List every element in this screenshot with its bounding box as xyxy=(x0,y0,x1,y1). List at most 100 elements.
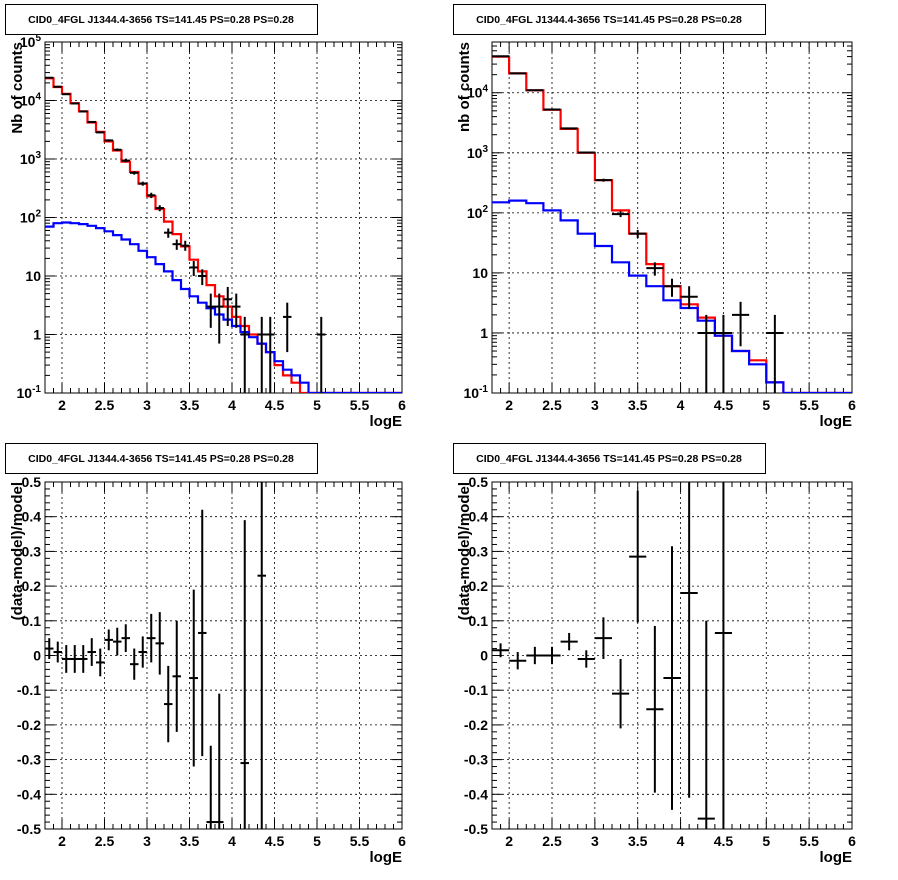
plot-frame xyxy=(491,41,853,394)
x-tick-label: 4.5 xyxy=(265,397,285,413)
y-tick-label: 0.4 xyxy=(22,509,42,525)
y-tick-label: 0.2 xyxy=(469,578,489,594)
x-tick-label: 4.5 xyxy=(714,833,734,849)
plot-frame xyxy=(44,481,403,830)
data-point xyxy=(172,239,181,250)
x-tick-label: 6 xyxy=(398,833,406,849)
chart-panel-4: CID0_4FGL J1344.4-3656 TS=141.45 PS=0.28… xyxy=(453,443,856,866)
data-point xyxy=(714,482,732,829)
title-box-frame xyxy=(453,443,766,474)
x-axis-label: logE xyxy=(370,413,403,430)
data-point xyxy=(526,646,544,665)
data-point xyxy=(594,617,612,659)
title-box-frame xyxy=(5,4,318,35)
x-tick-label: 5.5 xyxy=(350,397,370,413)
x-tick-label: 4 xyxy=(228,397,236,413)
data-point xyxy=(232,293,241,328)
chart-title: CID0_4FGL J1344.4-3656 TS=141.45 PS=0.28… xyxy=(28,453,294,465)
data-point xyxy=(492,643,510,658)
x-tick-label: 5 xyxy=(313,397,321,413)
grid-lines xyxy=(492,42,852,393)
x-tick-label: 6 xyxy=(848,397,856,413)
y-tick-label: -0.5 xyxy=(17,821,41,837)
chart-title-box: CID0_4FGL J1344.4-3656 TS=141.45 PS=0.28… xyxy=(453,443,766,474)
y-tick-label: 10 xyxy=(25,268,41,284)
y-tick-label: 0.2 xyxy=(22,578,42,594)
data-point xyxy=(240,316,249,393)
data-point xyxy=(714,314,732,393)
y-tick-label: 1 xyxy=(33,327,41,343)
data-point xyxy=(257,316,266,393)
y-axis-label: nb of counts xyxy=(456,42,473,132)
data-point xyxy=(223,286,232,326)
x-tick-label: 5.5 xyxy=(799,833,819,849)
title-box-frame xyxy=(5,443,318,474)
data-point xyxy=(732,301,750,347)
plot-area xyxy=(492,55,852,393)
chart-title: CID0_4FGL J1344.4-3656 TS=141.45 PS=0.28… xyxy=(28,14,294,26)
data-point xyxy=(62,93,71,96)
y-tick-label: 10 xyxy=(472,265,488,281)
x-tick-label: 5.5 xyxy=(799,397,819,413)
x-tick-label: 3.5 xyxy=(628,833,648,849)
x-tick-label: 2 xyxy=(505,397,513,413)
y-tick-label: 103 xyxy=(20,150,42,167)
chart-title: CID0_4FGL J1344.4-3656 TS=141.45 PS=0.28… xyxy=(476,453,742,465)
model-series-background xyxy=(45,221,402,393)
data-point xyxy=(155,205,164,212)
x-tick-label: 3 xyxy=(143,833,151,849)
data-point xyxy=(104,139,113,142)
y-tick-label: 0.3 xyxy=(22,543,42,559)
x-tick-label: 5 xyxy=(313,833,321,849)
data-point xyxy=(189,589,198,767)
data-point xyxy=(53,85,62,88)
y-tick-label: 10-1 xyxy=(464,384,489,401)
data-point xyxy=(215,693,224,829)
grid-lines xyxy=(45,42,402,393)
title-box-frame xyxy=(453,4,766,35)
axis-ticks xyxy=(44,41,403,394)
y-tick-label: 0.3 xyxy=(469,543,489,559)
y-tick-label: 0.4 xyxy=(469,509,489,525)
data-point xyxy=(45,638,54,659)
data-point xyxy=(45,76,54,79)
data-point xyxy=(257,482,266,829)
data-point xyxy=(70,645,79,673)
plot-area xyxy=(45,482,266,829)
data-point xyxy=(147,613,156,663)
data-point xyxy=(113,148,122,152)
x-tick-label: 5.5 xyxy=(350,833,370,849)
data-point xyxy=(53,641,62,663)
data-point xyxy=(121,624,130,653)
data-point xyxy=(646,262,664,276)
x-tick-label: 3 xyxy=(143,397,151,413)
axis-ticks xyxy=(491,41,853,394)
y-tick-label: -0.1 xyxy=(464,682,488,698)
data-point xyxy=(138,636,147,668)
plot-area xyxy=(492,482,732,829)
chart-title-box: CID0_4FGL J1344.4-3656 TS=141.45 PS=0.28… xyxy=(5,443,318,474)
data-point xyxy=(104,629,113,651)
data-point xyxy=(79,110,88,113)
data-point xyxy=(577,650,595,668)
y-tick-label: -0.3 xyxy=(17,752,41,768)
data-point xyxy=(113,627,122,656)
y-tick-label: -0.4 xyxy=(464,786,488,802)
data-point xyxy=(594,178,612,182)
x-tick-label: 4 xyxy=(677,397,685,413)
data-point xyxy=(164,228,173,238)
data-point xyxy=(680,286,698,310)
grid-lines xyxy=(45,482,402,829)
data-point xyxy=(121,159,130,163)
data-point xyxy=(766,314,784,393)
model-series-total xyxy=(492,55,852,393)
y-tick-label: 104 xyxy=(20,92,42,109)
x-tick-label: 2 xyxy=(58,397,66,413)
x-axis-label: logE xyxy=(370,849,403,866)
data-point xyxy=(509,652,527,670)
data-point xyxy=(181,240,190,251)
x-tick-label: 5 xyxy=(762,833,770,849)
x-tick-label: 3 xyxy=(591,397,599,413)
y-tick-label: 102 xyxy=(20,209,42,226)
data-point xyxy=(215,293,224,344)
